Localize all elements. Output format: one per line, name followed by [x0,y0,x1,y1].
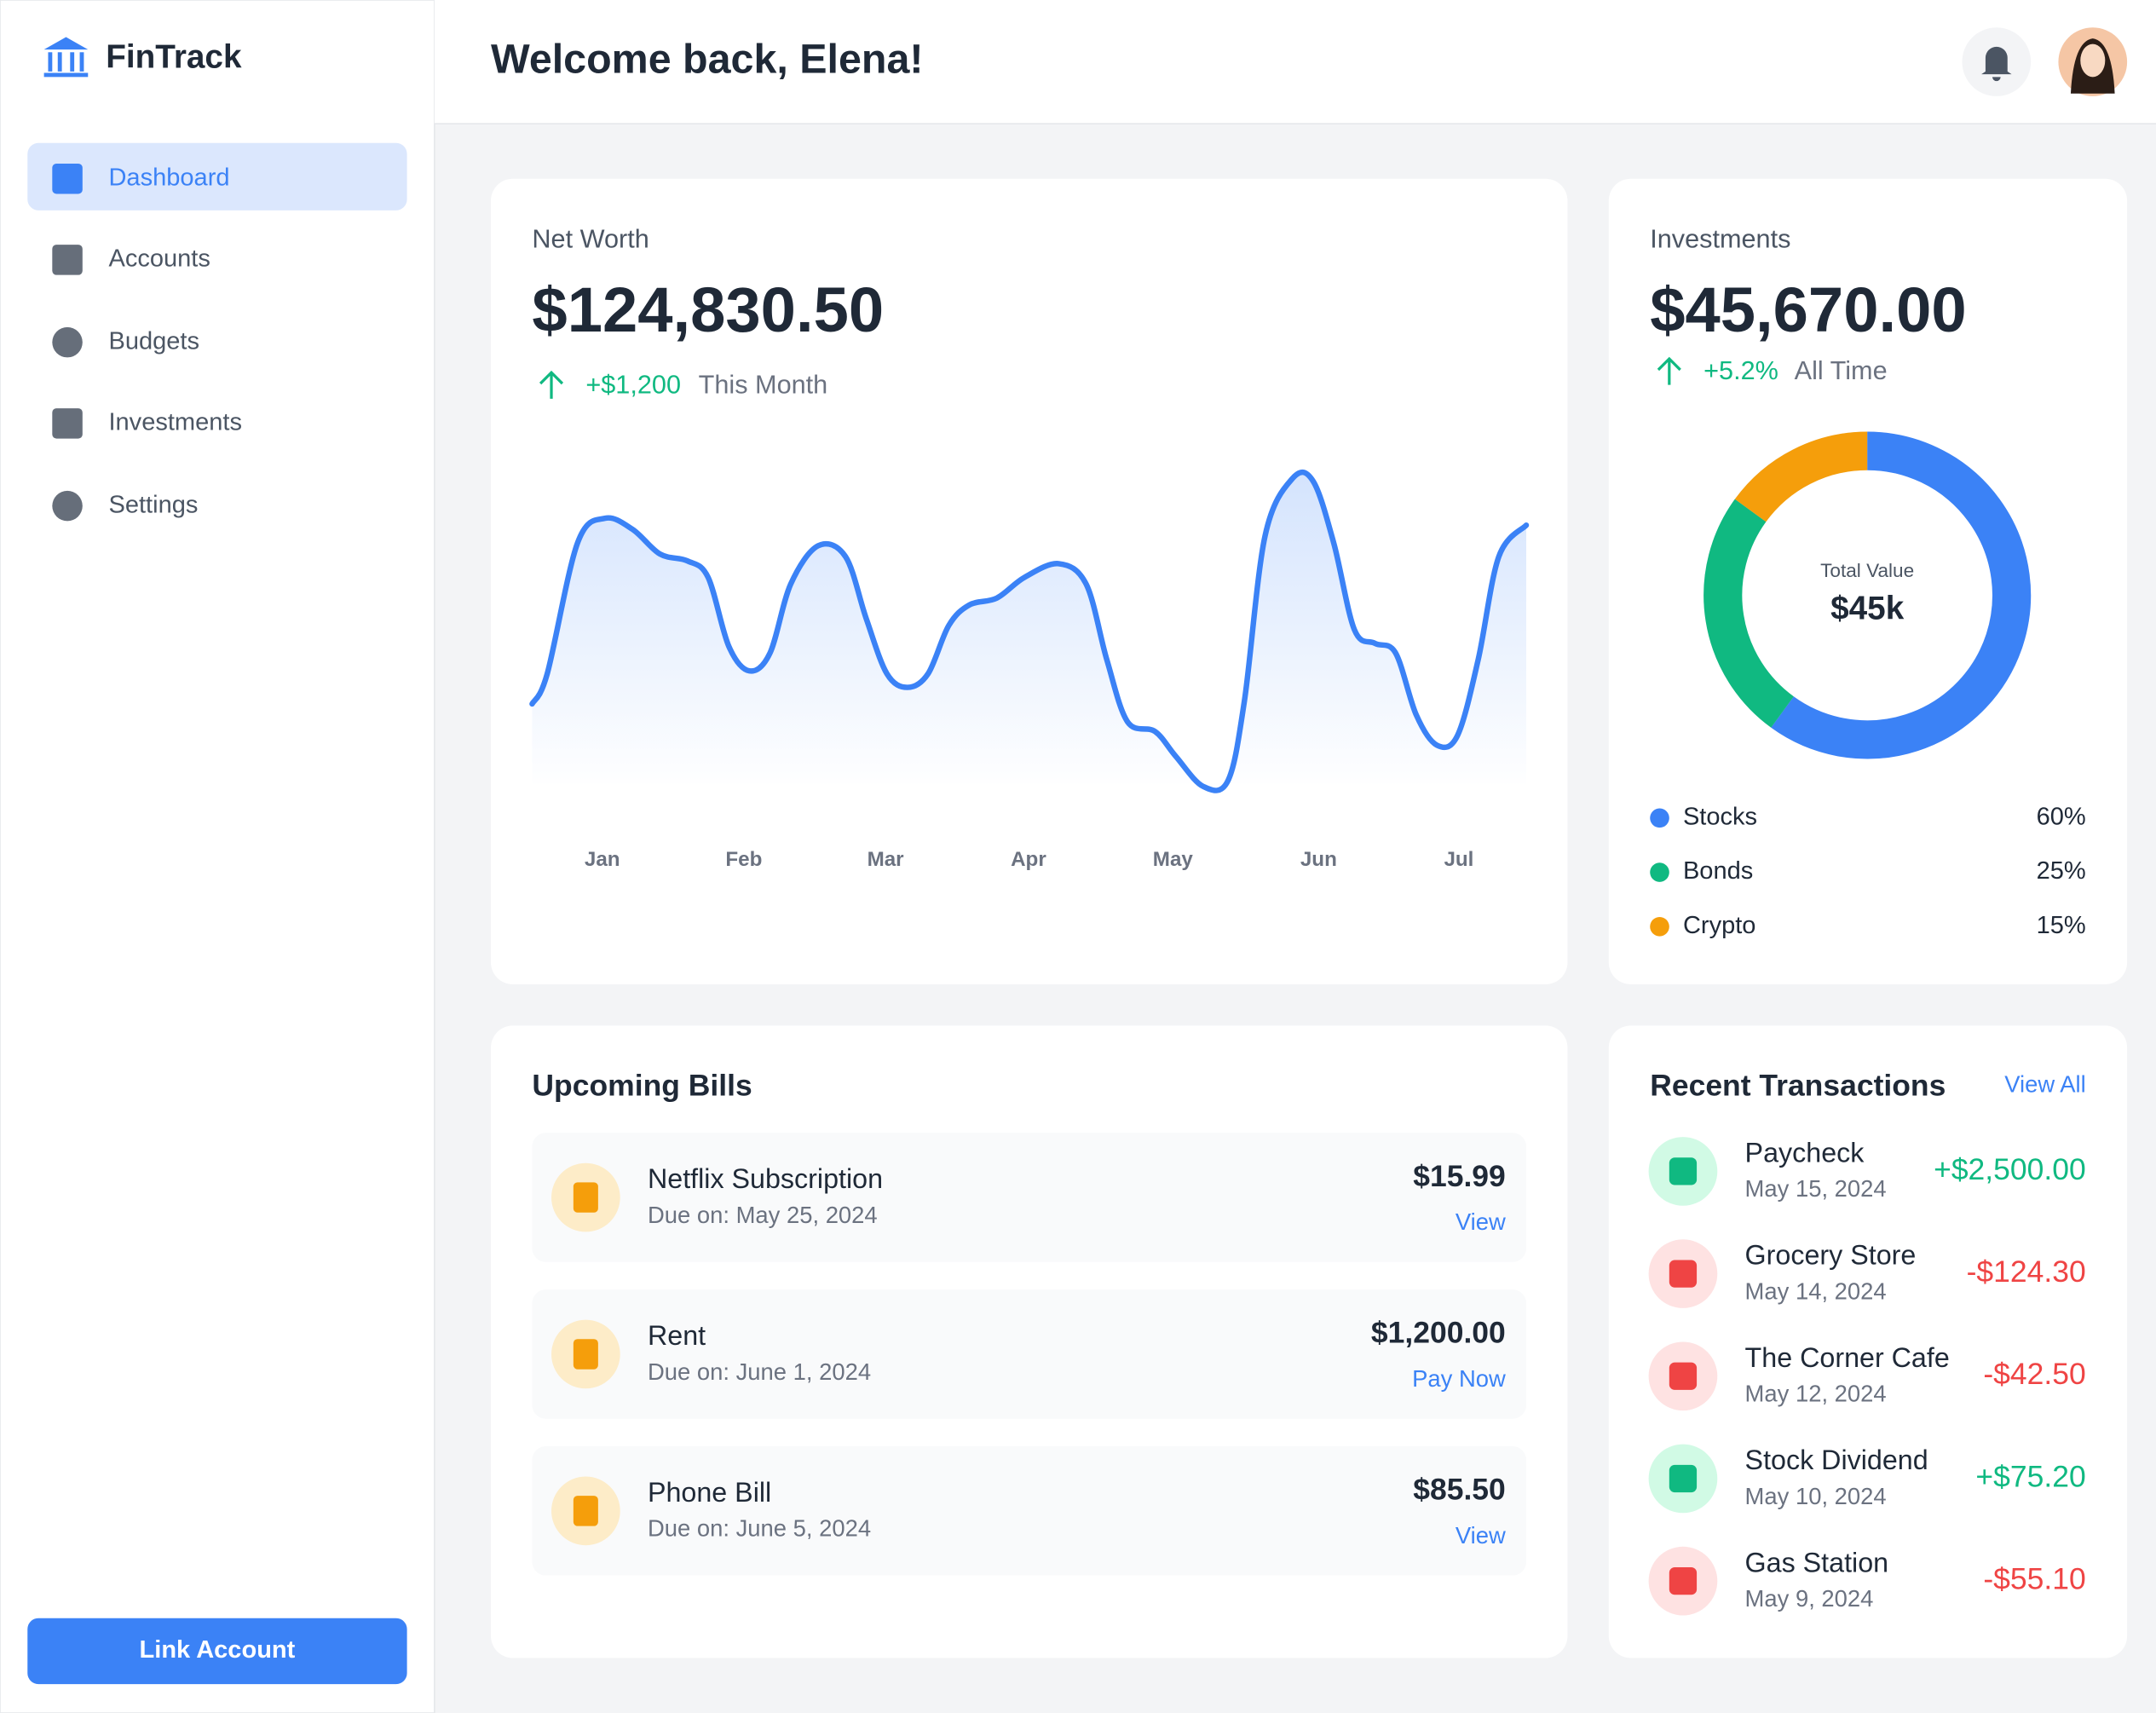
transaction-name: Stock Dividend [1745,1445,1928,1475]
transaction-date: May 10, 2024 [1745,1483,1887,1509]
transaction-icon [1669,1464,1698,1493]
view-all-link[interactable]: View All [2004,1071,2085,1098]
transaction-icon [1669,1260,1698,1288]
legend-name: Crypto [1683,912,1756,939]
bill-name: Netflix Subscription [648,1163,883,1194]
transaction-amount: -$124.30 [1967,1254,2086,1289]
nav-icon [52,408,83,439]
net-worth-amount: $124,830.50 [532,274,884,345]
nav-item[interactable]: Settings [108,491,198,518]
period: All Time [1795,356,1888,385]
transaction-name: The Corner Cafe [1745,1342,1950,1373]
trend-area [532,472,1527,791]
trend-line [529,469,1530,793]
month-label: Apr [1011,848,1046,871]
change: +5.2% [1703,356,1778,385]
donut-label: Total Value [1820,560,1914,581]
bill-action[interactable]: View [1456,1522,1506,1549]
donut-value: $45k [1830,590,1905,626]
bill-due: Due on: June 1, 2024 [648,1358,871,1385]
transaction-amount: -$55.10 [1983,1562,2085,1596]
month-label: May [1153,848,1194,871]
page-title: Welcome back, Elena! [491,36,923,82]
change: +$1,200 [585,370,681,399]
bill-action[interactable]: Pay Now [1412,1365,1506,1392]
donut-segment [1771,431,2032,759]
transaction-date: May 9, 2024 [1745,1585,1874,1612]
brand: FinTrack [106,39,242,76]
bell-icon [1981,46,2012,82]
bill-row [532,1289,1527,1419]
transaction-name: Gas Station [1745,1547,1889,1577]
transaction-amount: +$75.20 [1975,1459,2085,1493]
transactions-card [1608,1025,2128,1658]
legend-dot [1650,916,1669,937]
month-label: Jul [1444,848,1473,871]
bill-name: Phone Bill [648,1477,771,1508]
transaction-date: May 15, 2024 [1745,1175,1887,1202]
link-account-button[interactable] [27,1618,407,1685]
bill-due: Due on: May 25, 2024 [648,1202,878,1228]
transaction-date: May 14, 2024 [1745,1278,1887,1304]
bill-icon [573,1182,598,1213]
transaction-icon [1669,1157,1698,1185]
card-title: Upcoming Bills [532,1068,752,1102]
nav-item[interactable]: Dashboard [108,164,229,191]
header [434,0,2156,124]
legend-name: Stocks [1683,804,1757,831]
month-label: Jan [585,848,620,871]
bill-name: Rent [648,1320,706,1351]
transaction-name: Grocery Store [1745,1240,1917,1271]
transaction-amount: +$2,500.00 [1934,1152,2086,1186]
legend-dot [1650,808,1669,828]
bill-icon [573,1496,598,1526]
investments-card [1608,178,2128,985]
legend-value: 15% [2037,912,2086,939]
nav-icon [52,245,83,275]
bill-amount: $15.99 [1413,1159,1506,1193]
sidebar [0,0,435,1713]
month-label: Feb [725,848,762,871]
avatar-face [2080,43,2106,78]
bill-amount: $1,200.00 [1371,1316,1506,1350]
donut-segment [1703,499,1795,728]
transaction-name: Paycheck [1745,1138,1865,1168]
bill-row [532,1446,1527,1576]
bill-due: Due on: June 5, 2024 [648,1515,871,1542]
legend-value: 25% [2037,857,2086,885]
transaction-date: May 12, 2024 [1745,1381,1887,1407]
transaction-icon [1669,1362,1698,1390]
bill-action[interactable]: View [1456,1208,1506,1235]
transaction-icon [1669,1567,1698,1595]
bill-amount: $85.50 [1413,1473,1506,1507]
month-label: Mar [868,848,905,871]
nav-item[interactable]: Budgets [108,327,199,355]
nav-icon [52,490,83,522]
nav-icon [52,163,83,194]
nav-item[interactable]: Investments [108,409,242,436]
bill-row [532,1133,1527,1262]
up-arrow [1657,356,1681,385]
card-title: Net Worth [532,224,649,253]
period: This Month [699,370,828,399]
legend-value: 60% [2037,804,2086,831]
nav-icon [52,326,83,358]
card-title: Investments [1650,224,1790,253]
bill-icon [573,1339,598,1370]
nav-active [27,142,407,211]
button-label[interactable]: Link Account [140,1636,296,1664]
nav-item[interactable]: Accounts [108,245,210,273]
legend-name: Bonds [1683,857,1753,885]
card-title: Recent Transactions [1650,1068,1946,1102]
donut-segment [1734,431,1868,522]
transaction-amount: -$42.50 [1983,1357,2085,1391]
up-arrow [539,370,564,399]
logo-icon [43,37,89,78]
investments-amount: $45,670.00 [1650,274,1966,345]
legend-dot [1650,862,1669,882]
month-label: Jun [1300,848,1337,871]
